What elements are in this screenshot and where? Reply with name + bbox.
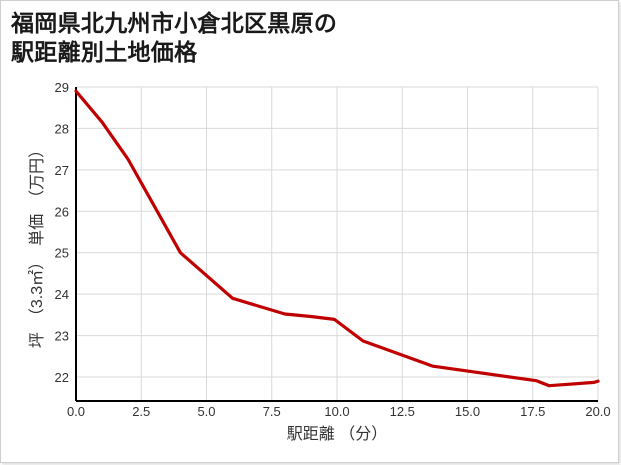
svg-text:23: 23 bbox=[55, 329, 69, 344]
svg-text:15.0: 15.0 bbox=[455, 404, 480, 419]
svg-text:0.0: 0.0 bbox=[67, 404, 85, 419]
svg-text:24: 24 bbox=[55, 287, 69, 302]
svg-text:坪 （3.3㎡） 単価 （万円）: 坪 （3.3㎡） 単価 （万円） bbox=[28, 142, 46, 348]
svg-text:10.0: 10.0 bbox=[324, 404, 349, 419]
svg-text:29: 29 bbox=[55, 80, 69, 95]
svg-text:17.5: 17.5 bbox=[520, 404, 545, 419]
svg-text:5.0: 5.0 bbox=[197, 404, 215, 419]
svg-text:7.5: 7.5 bbox=[263, 404, 281, 419]
svg-text:25: 25 bbox=[55, 246, 69, 261]
svg-text:駅距離 （分）: 駅距離 （分） bbox=[287, 425, 387, 443]
svg-text:12.5: 12.5 bbox=[390, 404, 415, 419]
svg-text:28: 28 bbox=[55, 121, 69, 136]
svg-text:22: 22 bbox=[55, 370, 69, 385]
svg-text:20.0: 20.0 bbox=[585, 404, 610, 419]
svg-text:2.5: 2.5 bbox=[132, 404, 150, 419]
svg-text:27: 27 bbox=[55, 163, 69, 178]
svg-text:26: 26 bbox=[55, 204, 69, 219]
